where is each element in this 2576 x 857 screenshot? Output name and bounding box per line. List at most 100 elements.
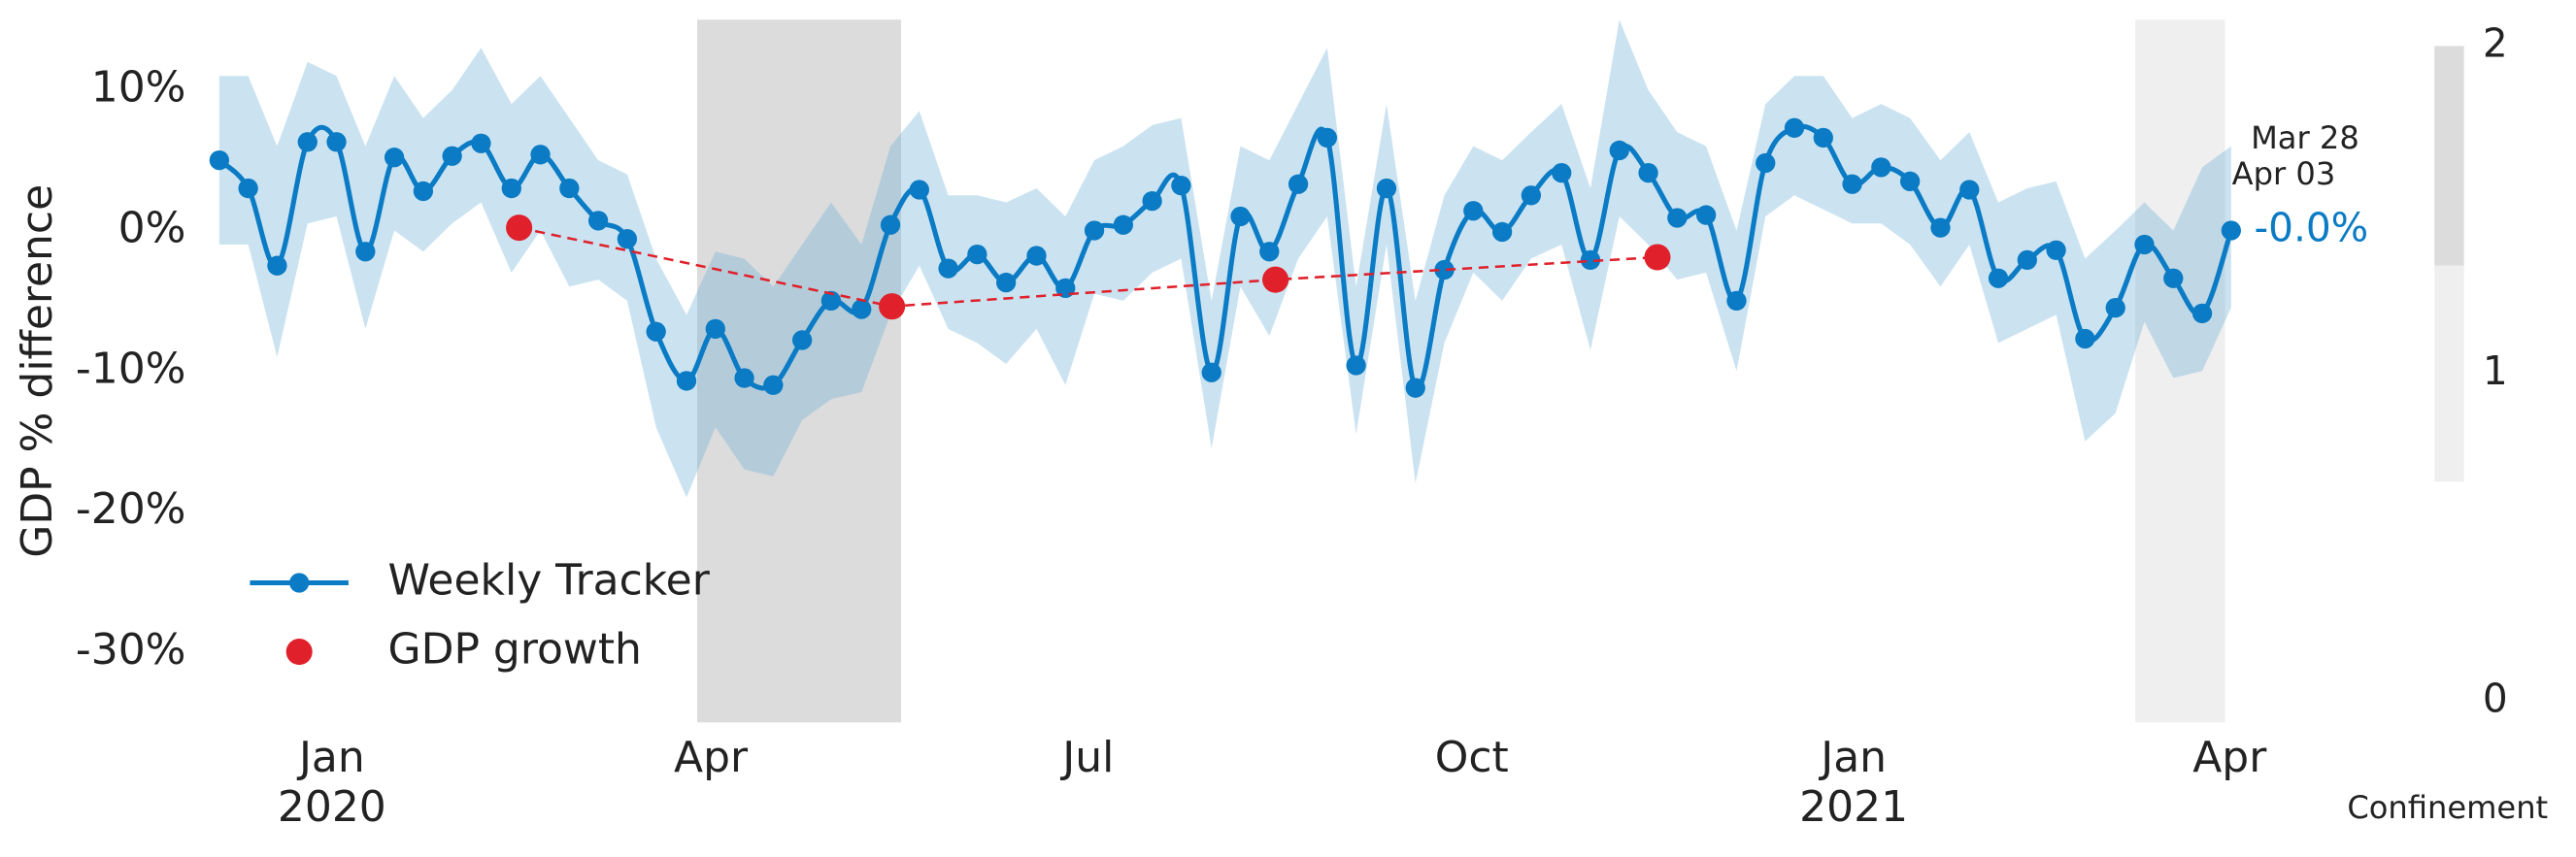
tracker-point [297, 132, 318, 152]
tracker-point [1899, 171, 1921, 191]
tracker-point [880, 214, 901, 235]
tracker-point [238, 178, 258, 199]
tracker-point [1084, 220, 1105, 241]
tracker-point [1346, 355, 1366, 376]
tracker-point [1695, 205, 1717, 225]
y-tick-label: 10% [91, 63, 186, 113]
tracker-point [384, 148, 405, 168]
tracker-point [1142, 190, 1162, 212]
tracker-point [1171, 176, 1191, 196]
tracker-point [676, 371, 697, 391]
tracker-point [2221, 220, 2241, 241]
tracker-point [909, 180, 929, 200]
colorbar-tick-label: 1 [2483, 347, 2508, 394]
tracker-point [2075, 328, 2095, 349]
gdp-point [506, 214, 533, 242]
colorbar-segment [2434, 265, 2464, 482]
x-year-label: 2020 [278, 782, 386, 832]
tracker-point [1463, 201, 1484, 221]
x-tick-label: Oct [1435, 733, 1509, 782]
tracker-point [2046, 240, 2066, 260]
tracker-point [1405, 378, 1425, 398]
tracker-point [1317, 127, 1338, 148]
tracker-point [938, 258, 958, 279]
tracker-point [2134, 234, 2155, 255]
tracker-point [1376, 178, 1397, 199]
legend-label: Weekly Tracker [388, 556, 711, 606]
tracker-point [1259, 242, 1280, 262]
gdp-point [1262, 266, 1289, 293]
tracker-point [734, 368, 754, 388]
x-year-label: 2021 [1799, 782, 1908, 832]
tracker-point [2105, 297, 2125, 318]
colorbar-label: Confinement [2347, 789, 2548, 826]
tracker-point [1521, 185, 1542, 206]
tracker-point [587, 211, 609, 231]
tracker-point [326, 132, 347, 152]
tracker-point [1784, 117, 1805, 138]
tracker-point [967, 244, 987, 265]
tracker-point [1026, 246, 1047, 266]
tracker-point [1434, 259, 1455, 280]
x-tick-label: Apr [2192, 733, 2267, 782]
colorbar-segment [2434, 46, 2464, 266]
tracker-point [559, 178, 580, 199]
tracker-point [1667, 208, 1688, 228]
annotation-date: Apr 03 [2232, 155, 2336, 192]
legend-marker [289, 573, 310, 593]
gdp-point [879, 293, 906, 320]
confinement-region [2135, 19, 2225, 723]
tracker-point [2017, 249, 2037, 271]
tracker-point [471, 133, 491, 153]
tracker-point [1813, 127, 1833, 148]
x-tick-label: Jan [1818, 733, 1887, 782]
tracker-point [1609, 140, 1629, 161]
last-value-label: -0.0% [2255, 204, 2369, 250]
tracker-point [1288, 174, 1309, 194]
annotation-date: Mar 28 [2251, 119, 2359, 156]
y-axis-label: GDP % difference [13, 184, 62, 558]
tracker-point [413, 181, 434, 202]
colorbar-tick-label: 2 [2483, 19, 2508, 66]
tracker-point [1552, 162, 1572, 183]
y-tick-label: -20% [76, 484, 186, 534]
gdp-point [1644, 244, 1671, 271]
tracker-point [267, 255, 287, 276]
tracker-point [1726, 290, 1747, 312]
tracker-point [501, 178, 521, 199]
tracker-point [820, 290, 842, 312]
tracker-point [1871, 157, 1891, 178]
tracker-point [355, 242, 376, 262]
tracker-point [1491, 221, 1513, 243]
y-tick-label: -30% [76, 625, 186, 675]
tracker-point [1580, 249, 1601, 271]
tracker-point [1113, 214, 1133, 235]
confidence-band [218, 19, 2231, 498]
tracker-point [530, 145, 551, 165]
y-tick-label: -10% [76, 344, 186, 393]
legend-marker [285, 639, 313, 666]
tracker-point [2163, 268, 2184, 288]
tracker-point [1930, 217, 1951, 238]
tracker-point [209, 149, 230, 171]
x-tick-label: Jul [1059, 733, 1114, 782]
tracker-point [996, 272, 1017, 293]
gdp-line [519, 226, 1658, 308]
tracker-point [852, 299, 872, 319]
tracker-point [705, 318, 725, 340]
tracker-point [763, 375, 784, 395]
tracker-point [646, 321, 666, 342]
tracker-point [617, 229, 638, 249]
tracker-point [2191, 303, 2213, 324]
tracker-point [1959, 180, 1980, 200]
tracker-point [791, 330, 813, 350]
tracker-point [442, 146, 462, 166]
colorbar-tick-label: 0 [2483, 675, 2508, 721]
tracker-point [1988, 268, 2009, 288]
tracker-point [1756, 152, 1776, 174]
x-tick-label: Jan [296, 733, 365, 782]
tracker-point [1230, 206, 1251, 227]
tracker-point [1842, 174, 1862, 194]
